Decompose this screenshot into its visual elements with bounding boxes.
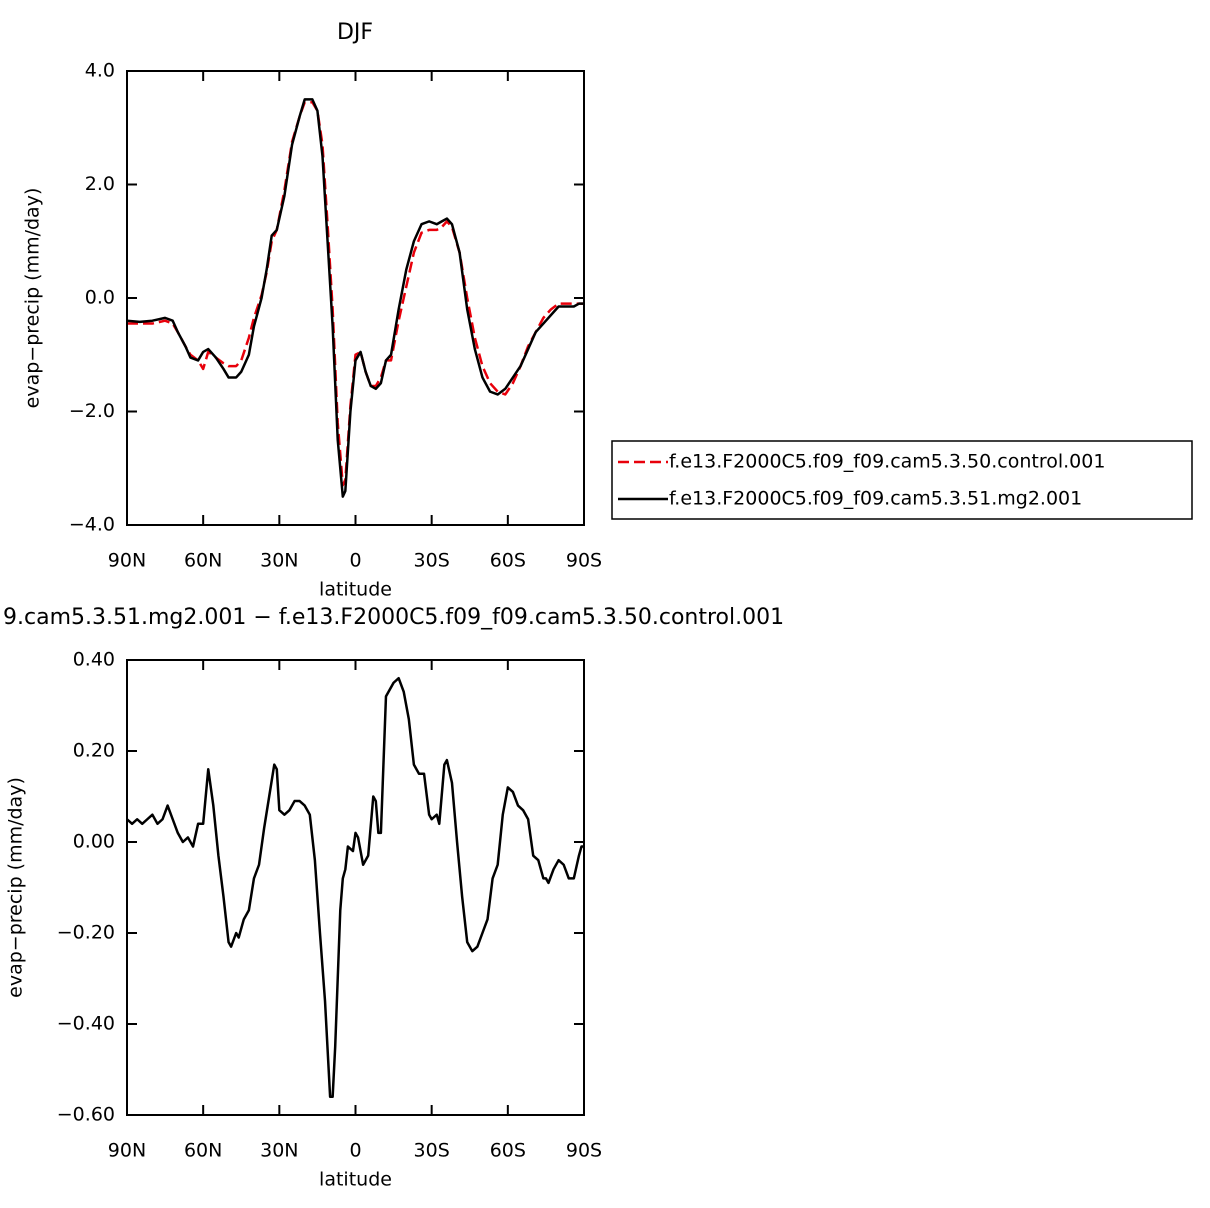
y-tick-label: −2.0 (69, 400, 115, 422)
y-tick-label: 0.00 (73, 831, 115, 853)
x-tick-label: 90N (108, 550, 146, 572)
y-tick-label: −4.0 (69, 514, 115, 536)
y-tick-label: −0.60 (57, 1104, 115, 1126)
chart-title: DJF (337, 20, 373, 45)
x-tick-label: 30N (260, 1140, 298, 1162)
x-tick-label: 0 (349, 1140, 361, 1162)
x-tick-label: 90S (566, 1140, 602, 1162)
x-tick-label: 0 (349, 550, 361, 572)
y-tick-label: 0.20 (73, 740, 115, 762)
y-axis-label: evap−precip (mm/day) (22, 188, 44, 409)
x-tick-label: 90N (108, 1140, 146, 1162)
legend-label: f.e13.F2000C5.f09_f09.cam5.3.50.control.… (669, 451, 1105, 473)
data-line (126, 676, 584, 1099)
x-tick-label: 60S (490, 550, 526, 572)
legend-box (611, 440, 1193, 520)
data-line (127, 100, 584, 487)
x-tick-label: 30S (414, 1140, 450, 1162)
x-tick-label: 30N (260, 550, 298, 572)
chart-title: 9.cam5.3.51.mg2.001 − f.e13.F2000C5.f09_… (3, 605, 784, 630)
y-tick-label: −0.20 (57, 922, 115, 944)
x-tick-label: 60N (184, 1140, 222, 1162)
plot-frame (126, 659, 585, 1116)
x-tick-label: 90S (566, 550, 602, 572)
x-tick-label: 60S (490, 1140, 526, 1162)
x-tick-label: 60N (184, 550, 222, 572)
y-tick-label: 2.0 (85, 173, 115, 195)
y-tick-label: −0.40 (57, 1013, 115, 1035)
x-axis-label: latitude (319, 579, 392, 601)
x-tick-label: 30S (414, 550, 450, 572)
y-tick-label: 0.0 (85, 287, 115, 309)
legend-label: f.e13.F2000C5.f09_f09.cam5.3.51.mg2.001 (669, 488, 1082, 510)
data-line (126, 98, 584, 498)
y-tick-label: 4.0 (85, 60, 115, 82)
y-tick-label: 0.40 (73, 649, 115, 671)
x-axis-label: latitude (319, 1169, 392, 1191)
plot-frame (126, 70, 585, 526)
y-axis-label: evap−precip (mm/day) (5, 777, 27, 998)
